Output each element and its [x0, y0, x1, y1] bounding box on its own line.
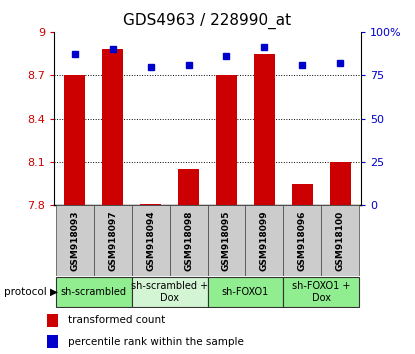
Bar [140, 204, 161, 205]
Bar [283, 205, 321, 276]
Text: GSM918093: GSM918093 [70, 211, 79, 271]
Bar [56, 277, 132, 307]
Bar [208, 277, 283, 307]
Bar [47, 335, 58, 348]
Bar [132, 277, 208, 307]
Bar [254, 53, 275, 205]
Text: GDS4963 / 228990_at: GDS4963 / 228990_at [123, 12, 292, 29]
Bar [102, 49, 123, 205]
Text: GSM918095: GSM918095 [222, 211, 231, 271]
Bar [178, 169, 199, 205]
Text: GSM918096: GSM918096 [298, 211, 307, 271]
Bar [330, 162, 351, 205]
Bar [56, 205, 94, 276]
Bar [47, 314, 58, 327]
Bar [321, 205, 359, 276]
Text: sh-scrambled: sh-scrambled [61, 287, 127, 297]
Bar [94, 205, 132, 276]
Text: GSM918097: GSM918097 [108, 210, 117, 271]
Bar [170, 205, 208, 276]
Text: sh-FOXO1 +
Dox: sh-FOXO1 + Dox [292, 281, 350, 303]
Bar [292, 184, 313, 205]
Text: protocol ▶: protocol ▶ [4, 287, 58, 297]
Text: GSM918094: GSM918094 [146, 210, 155, 271]
Text: sh-FOXO1: sh-FOXO1 [222, 287, 269, 297]
Text: percentile rank within the sample: percentile rank within the sample [68, 337, 244, 347]
Bar [132, 205, 170, 276]
Bar [208, 205, 245, 276]
Bar [64, 75, 85, 205]
Bar [283, 277, 359, 307]
Bar [216, 75, 237, 205]
Text: GSM918100: GSM918100 [336, 211, 345, 271]
Text: GSM918098: GSM918098 [184, 211, 193, 271]
Text: sh-scrambled +
Dox: sh-scrambled + Dox [131, 281, 208, 303]
Text: GSM918099: GSM918099 [260, 210, 269, 271]
Text: transformed count: transformed count [68, 315, 165, 325]
Bar [245, 205, 283, 276]
